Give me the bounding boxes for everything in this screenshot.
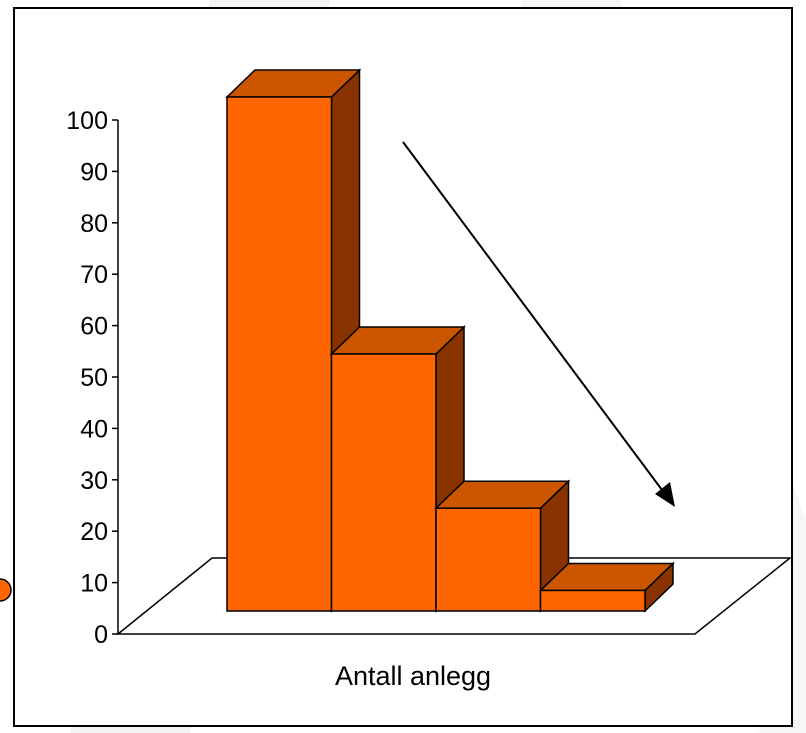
bar — [538, 561, 675, 613]
y-tick-label: 10 — [80, 570, 108, 598]
y-tick-label: 0 — [94, 621, 108, 649]
y-tick-label: 80 — [80, 210, 108, 238]
bar-front-face — [226, 96, 333, 612]
trend-arrow-head — [655, 482, 675, 507]
floor-plane — [115, 557, 793, 635]
side-marker-circle — [0, 578, 12, 602]
bar-front-face — [539, 589, 646, 612]
trend-arrow — [402, 141, 666, 495]
y-tick-label: 70 — [80, 261, 108, 289]
chart-floor — [115, 557, 793, 635]
x-axis-title: Antall anlegg — [335, 661, 491, 691]
y-tick-label: 100 — [66, 107, 108, 135]
bar-front-face — [435, 507, 542, 612]
y-tick-label: 40 — [80, 415, 108, 443]
y-tick-label: 20 — [80, 518, 108, 546]
y-tick-label: 60 — [80, 313, 108, 341]
y-tick-label: 30 — [80, 467, 108, 495]
y-axis: 0 10 20 30 40 50 60 70 80 90 100 — [66, 107, 119, 649]
bar — [225, 68, 362, 613]
y-tick-label: 90 — [80, 158, 108, 186]
trend-annotation — [402, 141, 675, 507]
y-tick-label: 50 — [80, 364, 108, 392]
bar-front-face — [330, 353, 437, 612]
bar — [434, 479, 571, 613]
side-marker — [0, 578, 12, 602]
bars — [225, 68, 675, 613]
